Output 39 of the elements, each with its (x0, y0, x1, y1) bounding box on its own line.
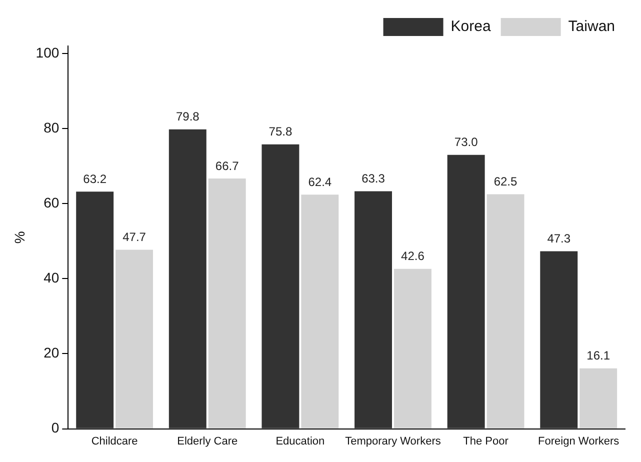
x-tick-label: Childcare (91, 435, 138, 448)
bar (208, 178, 246, 428)
data-label: 47.3 (547, 232, 571, 246)
legend-label: Taiwan (568, 18, 616, 36)
bar (301, 194, 339, 428)
y-tick-label: 0 (51, 420, 60, 436)
data-label: 62.4 (308, 174, 332, 189)
bar (540, 251, 578, 428)
bar (76, 192, 114, 428)
bar (168, 129, 206, 428)
x-tick-label: Education (276, 435, 325, 448)
data-label: 63.3 (362, 172, 386, 186)
data-label: 79.8 (176, 110, 200, 124)
bar (116, 250, 154, 428)
x-tick-label: Elderly Care (177, 435, 238, 448)
data-label: 16.1 (586, 348, 610, 363)
bar (580, 368, 618, 428)
bar (447, 154, 485, 428)
y-tick-label: 100 (36, 44, 60, 60)
y-tick-label: 80 (44, 119, 60, 136)
bar (394, 268, 432, 428)
y-tick-label: 60 (44, 194, 60, 210)
bar (486, 194, 524, 428)
bar (354, 191, 392, 428)
bar (262, 144, 300, 428)
data-label: 75.8 (268, 124, 292, 139)
data-label: 63.2 (83, 172, 107, 186)
y-tick-label: 20 (44, 344, 60, 361)
x-tick-label: The Poor (463, 435, 509, 448)
data-label: 73.0 (454, 135, 478, 150)
data-label: 62.5 (494, 174, 518, 189)
legend-label: Korea (450, 18, 492, 36)
x-tick-label: Foreign Workers (538, 435, 620, 448)
y-axis-title: % (11, 231, 28, 244)
data-label: 47.7 (122, 230, 146, 244)
data-label: 66.7 (215, 158, 240, 173)
data-label: 42.6 (401, 249, 425, 264)
y-tick-label: 40 (44, 270, 60, 286)
x-tick-label: Temporary Workers (345, 435, 442, 448)
